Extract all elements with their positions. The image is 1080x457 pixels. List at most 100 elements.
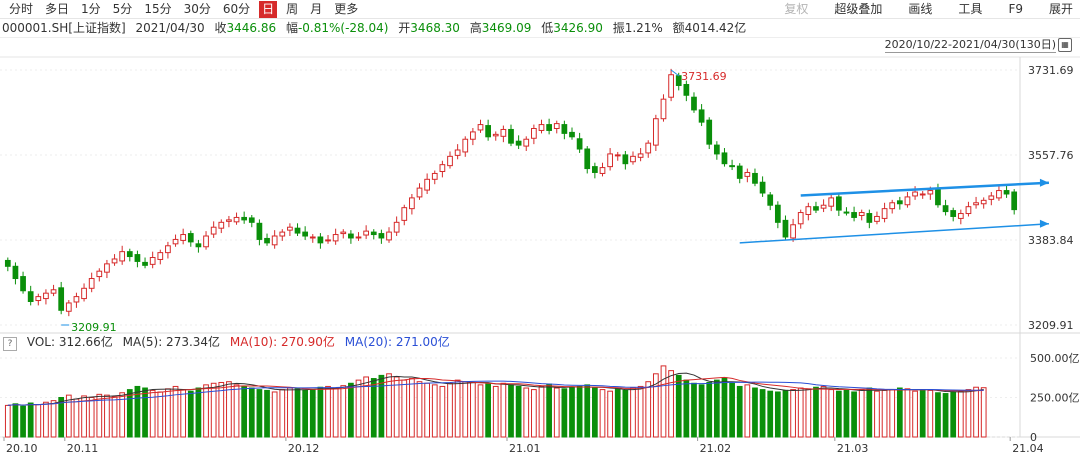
volume-bar: [157, 391, 164, 438]
candle-body: [317, 236, 324, 244]
candle-body: [592, 166, 598, 173]
tool-button-3[interactable]: 工具: [958, 1, 983, 16]
candle-body: [889, 202, 896, 210]
candle-body: [424, 178, 430, 191]
candle-body: [500, 128, 507, 137]
candle-body: [363, 230, 370, 236]
open-label: 开: [398, 21, 411, 35]
tool-button-1[interactable]: 超级叠加: [834, 1, 883, 16]
candle-body: [813, 206, 819, 211]
calendar-icon[interactable]: ▦: [1058, 38, 1072, 52]
trendline-arrow: [1039, 219, 1049, 228]
period-tab-7[interactable]: 日: [259, 0, 278, 18]
volume-bar: [287, 387, 293, 438]
x-tick-label: 21.02: [700, 442, 732, 455]
volume-bar: [599, 389, 606, 438]
volume-bar: [203, 384, 209, 438]
candle-body: [4, 259, 11, 267]
period-tab-9[interactable]: 月: [310, 1, 323, 16]
candle-body: [81, 287, 87, 300]
period-tab-3[interactable]: 5分: [112, 1, 133, 16]
candle-body: [652, 118, 659, 146]
candle-body: [805, 206, 812, 216]
candle-body: [470, 131, 476, 140]
volume-bar: [218, 381, 225, 438]
candle-body: [149, 257, 156, 265]
candle-body: [896, 200, 903, 205]
volume-bar: [355, 379, 362, 438]
volume-bar: [409, 378, 415, 438]
x-tick-label: 21.03: [837, 442, 869, 455]
volume-bar: [88, 397, 95, 438]
volume-bar: [935, 392, 941, 438]
period-tab-1[interactable]: 多日: [45, 1, 70, 16]
candle-body: [515, 140, 522, 146]
candle-body: [843, 211, 850, 214]
period-tab-5[interactable]: 30分: [183, 1, 211, 16]
period-tab-8[interactable]: 周: [286, 1, 299, 16]
volume-bar: [431, 384, 438, 438]
volume-bar: [43, 401, 49, 438]
volume-bar: [12, 403, 19, 438]
trendline-arrow: [1039, 178, 1049, 187]
close-value: 3446.86: [226, 21, 277, 35]
volume-bar: [508, 384, 514, 438]
change-label: 幅: [285, 21, 298, 35]
candle-body: [668, 74, 674, 98]
volume-bar: [706, 381, 713, 438]
volume-ma-line: [7, 376, 984, 406]
candle-body: [43, 292, 49, 300]
period-tab-6[interactable]: 60分: [222, 1, 251, 16]
volume-bar: [454, 379, 461, 438]
period-tab-10[interactable]: 更多: [334, 1, 359, 16]
volume-bar: [729, 382, 735, 438]
volume-bar: [393, 376, 400, 438]
volume-bar: [386, 373, 392, 438]
volume-bar: [96, 393, 103, 438]
volume-bar: [370, 378, 377, 438]
volume-bar: [698, 384, 705, 438]
volume-bar: [866, 387, 873, 438]
tool-button-0[interactable]: 复权: [784, 1, 809, 16]
volume-bar: [912, 390, 918, 438]
candle-body: [241, 216, 248, 221]
candle-body: [942, 205, 949, 213]
candle-body: [218, 221, 225, 229]
tool-button-5[interactable]: 展开: [1048, 1, 1073, 16]
volume-bar: [851, 391, 857, 438]
volume-bar: [187, 390, 194, 438]
period-tab-4[interactable]: 15分: [144, 1, 172, 16]
volume-bar: [889, 389, 896, 438]
period-tab-2[interactable]: 1分: [81, 1, 101, 16]
volume-bar: [774, 391, 781, 438]
tool-button-4[interactable]: F9: [1008, 1, 1023, 16]
candle-body: [538, 124, 545, 131]
candle-body: [431, 172, 438, 180]
candle-body: [279, 231, 286, 237]
candle-body: [881, 208, 888, 219]
tool-button-2[interactable]: 画线: [908, 1, 933, 16]
volume-bar: [538, 385, 545, 438]
vol-legend-value: VOL: 312.66亿: [26, 335, 113, 349]
volume-bar: [691, 382, 697, 438]
amp-value: 1.21%: [624, 21, 663, 35]
x-tick-label: 21.01: [509, 442, 541, 455]
candle-body: [142, 261, 148, 266]
volume-bar: [927, 389, 934, 438]
volume-bar: [744, 384, 751, 438]
candle-body: [820, 204, 827, 209]
candle-body: [774, 204, 781, 223]
help-icon[interactable]: ?: [3, 337, 17, 351]
amt-label: 额: [672, 21, 685, 35]
candle-body: [73, 296, 80, 303]
candle-body: [584, 148, 591, 170]
period-tab-0[interactable]: 分时: [9, 1, 34, 16]
volume-bar: [546, 383, 552, 438]
open-value: 3468.30: [410, 21, 460, 35]
volume-bar: [645, 381, 652, 438]
date-range-selector[interactable]: 2020/10/22-2021/04/30(130日): [884, 38, 1056, 53]
candle-body: [248, 217, 255, 223]
candle-body: [348, 233, 354, 239]
candle-body: [210, 226, 217, 235]
